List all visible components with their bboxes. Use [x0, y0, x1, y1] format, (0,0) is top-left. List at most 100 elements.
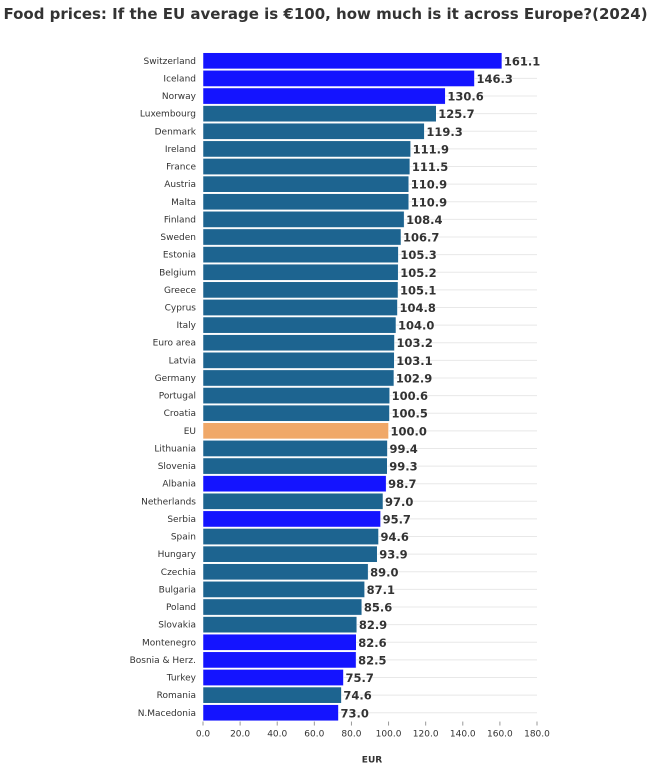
bar	[202, 263, 399, 281]
bar	[202, 422, 389, 440]
data-label: 104.8	[399, 301, 435, 315]
category-label: Denmark	[155, 127, 197, 137]
bar	[202, 457, 388, 475]
data-label: 74.6	[343, 689, 371, 703]
data-label: 82.6	[358, 636, 386, 650]
category-label: Belgium	[159, 268, 196, 278]
data-label: 111.9	[413, 142, 449, 156]
data-label: 110.9	[411, 195, 447, 209]
data-label: 119.3	[426, 125, 462, 139]
data-label: 102.9	[396, 371, 432, 385]
data-label: 89.0	[370, 565, 398, 579]
category-label: Montenegro	[142, 638, 196, 648]
bar	[202, 598, 363, 616]
data-label: 100.0	[391, 424, 427, 438]
bar	[202, 704, 339, 722]
x-tick-label: 80.0	[341, 730, 361, 740]
category-label: N.Macedonia	[138, 709, 196, 719]
category-label: Euro area	[153, 339, 196, 349]
data-label: 111.5	[412, 160, 448, 174]
bar	[202, 528, 379, 545]
category-label: Ireland	[165, 145, 196, 155]
bar	[202, 211, 405, 228]
bar	[202, 193, 410, 211]
category-label: Netherlands	[141, 497, 196, 507]
x-tick-label: 20.0	[230, 730, 250, 740]
bar	[202, 105, 437, 123]
data-label: 73.0	[340, 706, 368, 720]
bar	[202, 510, 381, 528]
bar	[202, 52, 503, 70]
bar	[202, 651, 357, 669]
chart-title: Food prices: If the EU average is €100, …	[3, 5, 648, 23]
bar	[202, 369, 395, 387]
data-label: 105.1	[400, 283, 436, 297]
category-label: Sweden	[160, 233, 196, 243]
x-tick-label: 0.0	[196, 730, 211, 740]
data-label: 97.0	[385, 495, 413, 509]
data-label: 146.3	[476, 72, 512, 86]
bar	[202, 87, 446, 105]
bar	[202, 545, 378, 563]
x-tick-label: 120.0	[413, 730, 439, 740]
x-tick-label: 40.0	[267, 730, 287, 740]
data-label: 100.6	[392, 389, 428, 403]
bar	[202, 334, 395, 352]
category-label: Czechia	[161, 568, 196, 578]
bar	[202, 669, 344, 686]
category-label: Romania	[157, 691, 196, 701]
bar	[202, 492, 384, 510]
category-label: Slovakia	[158, 621, 196, 631]
bar	[202, 475, 387, 493]
data-label: 95.7	[383, 512, 411, 526]
category-label: Albania	[162, 480, 196, 490]
category-label: Turkey	[166, 674, 197, 684]
data-label: 87.1	[367, 583, 395, 597]
data-label: 100.5	[391, 407, 427, 421]
data-label: 85.6	[364, 601, 392, 615]
category-label: France	[166, 163, 196, 173]
category-label: Bosnia & Herz.	[130, 656, 196, 666]
bar	[202, 158, 411, 175]
category-label: Serbia	[167, 515, 196, 525]
data-label: 104.0	[398, 319, 434, 333]
bar	[202, 616, 358, 633]
category-label: Luxembourg	[140, 110, 196, 120]
data-label: 125.7	[438, 107, 474, 121]
category-label: Slovenia	[158, 462, 196, 472]
category-label: Poland	[166, 603, 196, 613]
category-label: Iceland	[163, 74, 196, 84]
data-label: 75.7	[345, 671, 373, 685]
category-label: Latvia	[169, 356, 196, 366]
data-label: 105.3	[400, 248, 436, 262]
x-tick-label: 60.0	[304, 730, 324, 740]
x-tick-label: 140.0	[450, 730, 476, 740]
data-label: 82.9	[359, 618, 387, 632]
bar	[202, 299, 398, 316]
category-label: Portugal	[159, 392, 196, 402]
bar	[202, 563, 369, 581]
data-label: 130.6	[447, 90, 483, 104]
category-label: EU	[184, 427, 196, 437]
bar	[202, 140, 411, 158]
data-label: 93.9	[379, 548, 407, 562]
category-label: Croatia	[164, 409, 196, 419]
x-tick-label: 180.0	[524, 730, 550, 740]
bar	[202, 246, 399, 263]
data-label: 82.5	[358, 653, 386, 667]
data-label: 106.7	[403, 231, 439, 245]
bar	[202, 70, 475, 87]
bar	[202, 281, 399, 299]
data-label: 110.9	[411, 178, 447, 192]
bar	[202, 581, 365, 598]
bar	[202, 122, 425, 140]
bar	[202, 633, 357, 651]
category-label: Spain	[171, 533, 196, 543]
x-axis-title: EUR	[362, 756, 382, 764]
data-label: 105.2	[400, 266, 436, 280]
category-label: Italy	[176, 321, 196, 331]
bar	[202, 686, 342, 704]
x-tick-label: 100.0	[376, 730, 402, 740]
